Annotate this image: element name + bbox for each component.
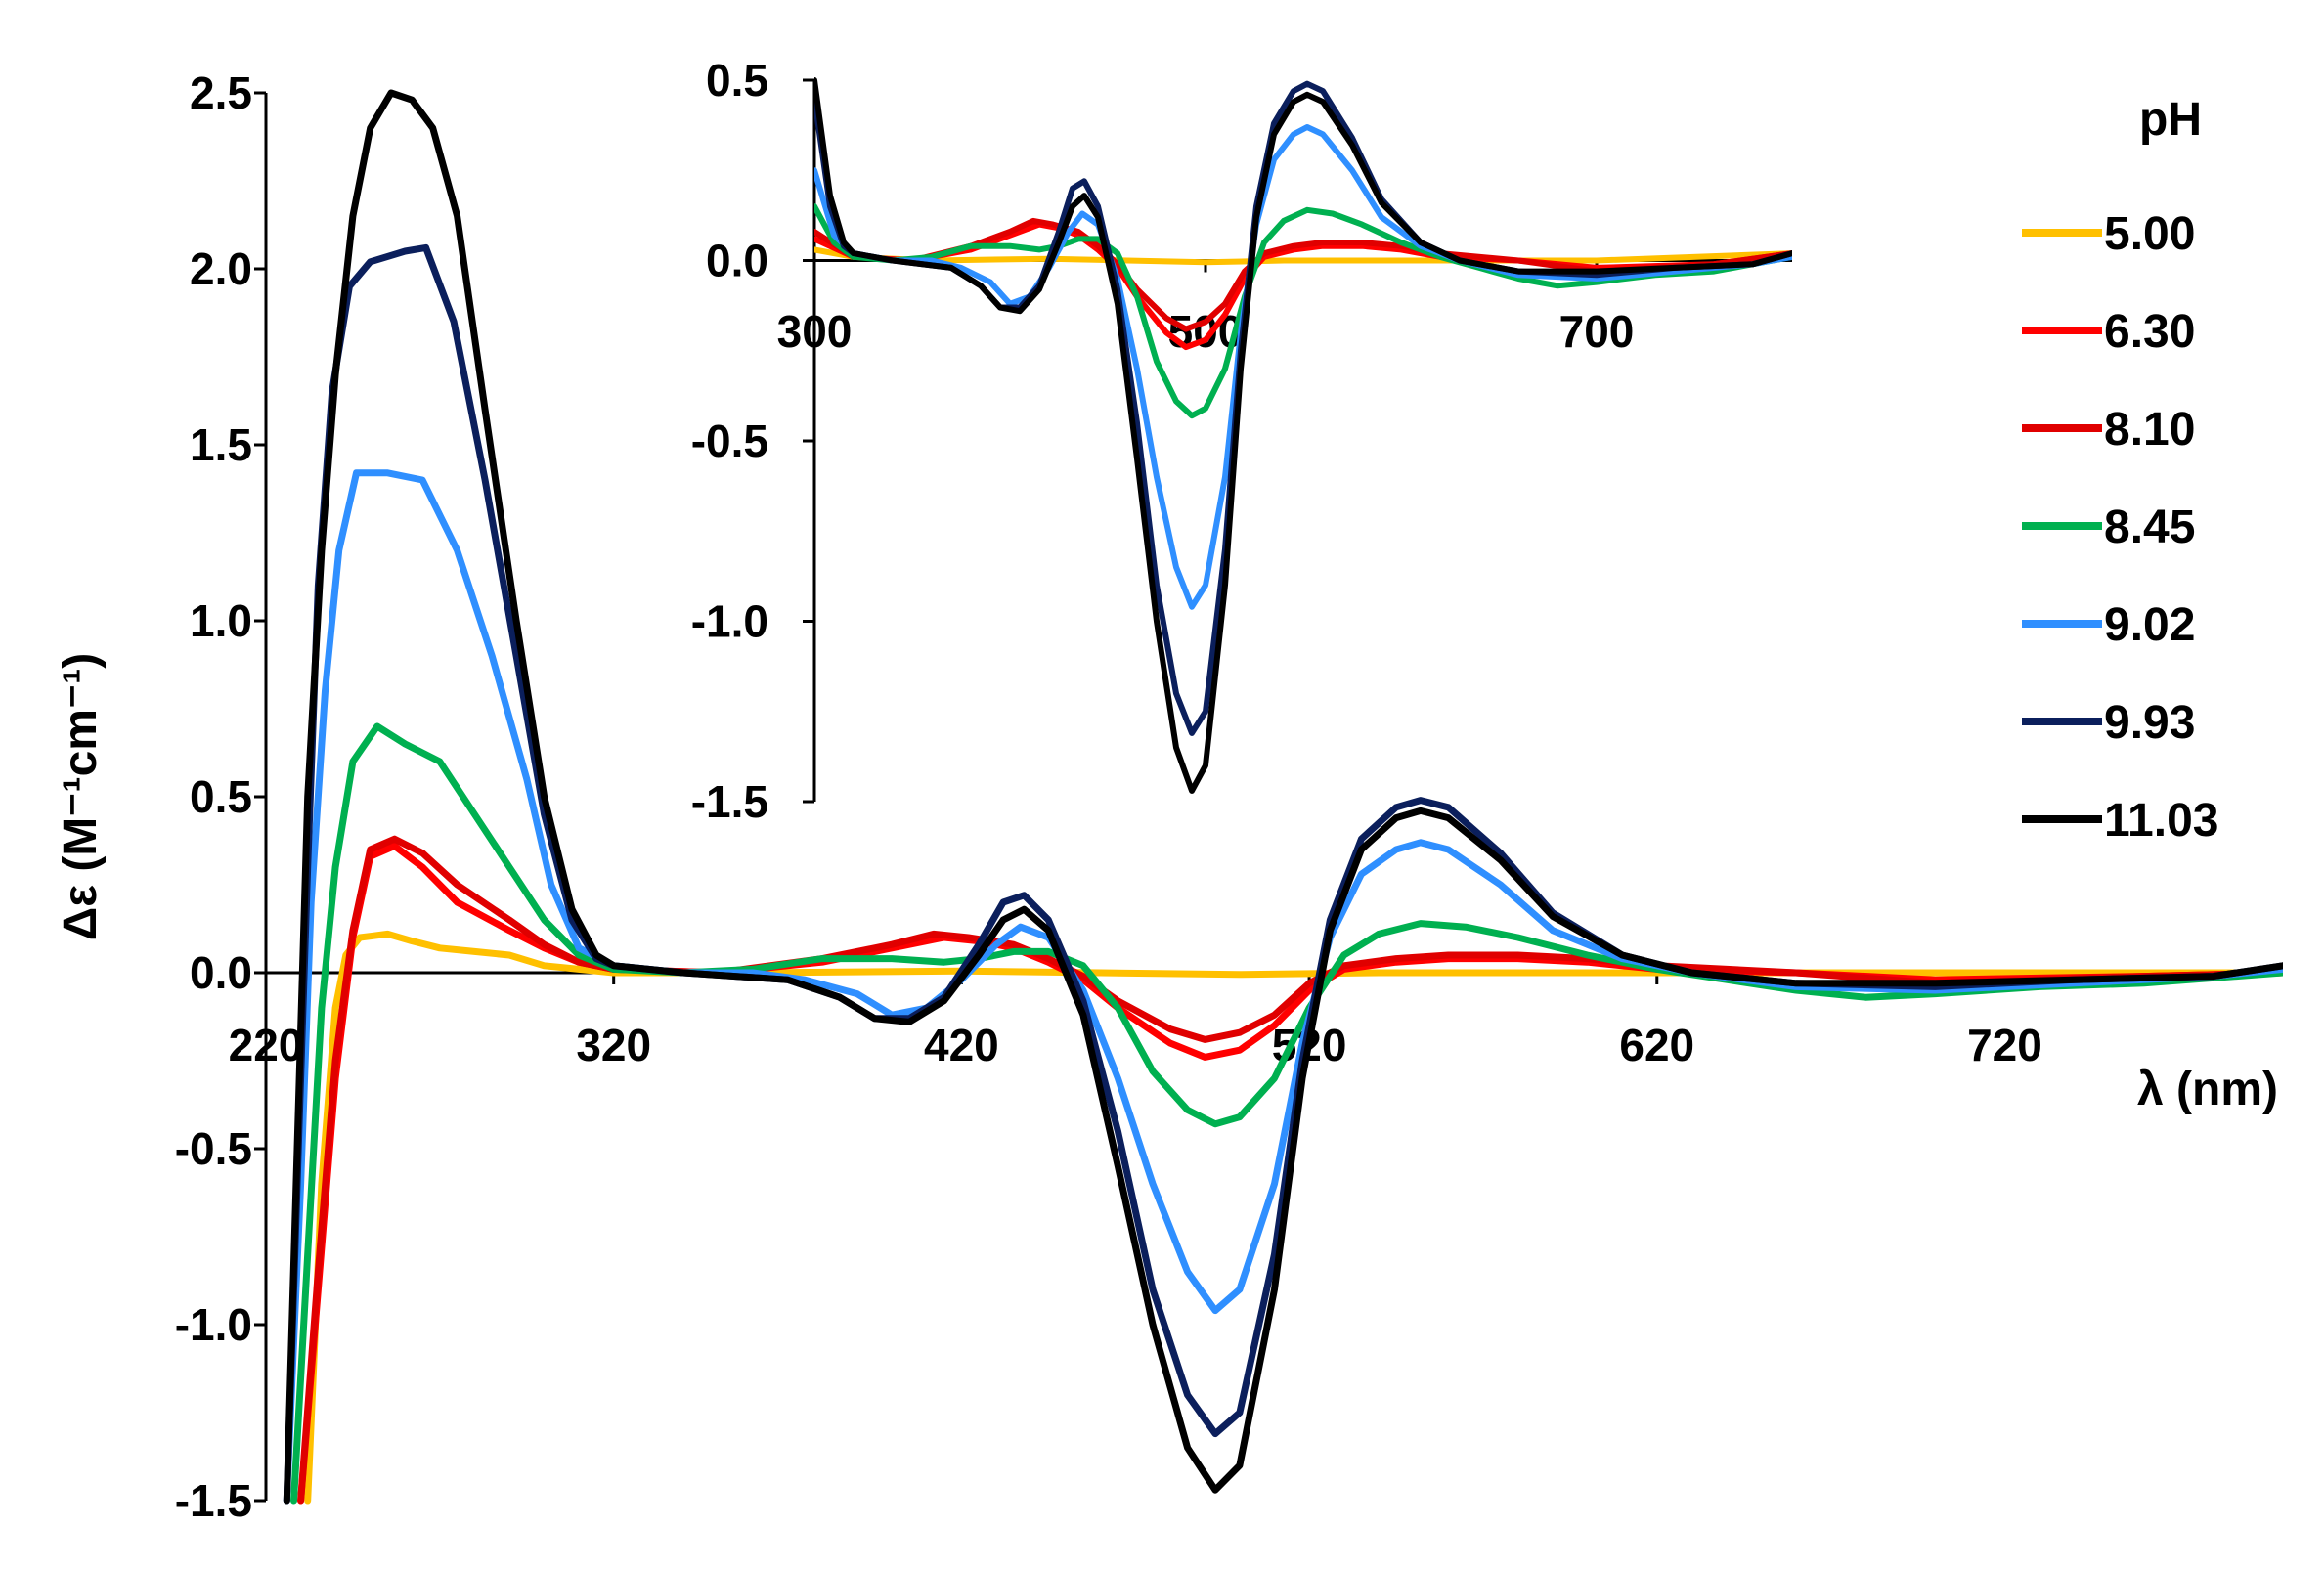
legend-label-9-93: 9.93: [2104, 697, 2195, 749]
legend-label-9-02: 9.02: [2104, 599, 2195, 651]
main-series-group: [283, 89, 2283, 1505]
main-y-tick-label: -1.5: [175, 1475, 252, 1526]
inset-y-tick-label: 0.0: [706, 236, 768, 286]
main-x-tick-label: 420: [924, 1020, 999, 1070]
main-series-line-9-02: [283, 469, 2283, 1505]
inset-y-tick-label: -0.5: [691, 415, 768, 466]
inset-y-tick-label: -1.0: [691, 596, 768, 647]
main-y-tick-label: -0.5: [175, 1123, 252, 1174]
inset-y-tick-label: 0.5: [706, 55, 768, 106]
main-plot: 2.5 2.0 1.5 1.0 0.5 0.0 -0.5 -1.0 -1.5 220 320 420 5…: [55, 67, 2283, 1526]
main-y-tick-label: 2.0: [190, 243, 252, 294]
legend: pH 5.00 6.30 8.10 8.45 9.02 9.93 11.03: [2022, 94, 2218, 847]
inset-series-line-9-02: [814, 124, 1792, 610]
main-y-tick-label: 0.0: [190, 947, 252, 998]
main-y-tick-label: -1.0: [175, 1299, 252, 1350]
main-x-tick-label: 220: [229, 1020, 304, 1070]
main-x-tick-label: 620: [1619, 1020, 1694, 1070]
inset-series-line-8-45: [814, 203, 1792, 419]
main-y-tick-label: 1.0: [190, 595, 252, 646]
inset-x-tick-label: 700: [1559, 306, 1635, 357]
main-y-tick-label: 1.5: [190, 419, 252, 470]
legend-label-8-45: 8.45: [2104, 502, 2195, 553]
inset-series-line-11-03: [814, 77, 1792, 794]
main-x-tick-label: 720: [1967, 1020, 2042, 1070]
inset-x-tick-label: 300: [777, 306, 853, 357]
y-axis-title: Δε (M⁻¹cm⁻¹): [55, 653, 107, 941]
main-series-line-11-03: [283, 89, 2283, 1505]
main-series-line-9-93: [283, 243, 2283, 1505]
main-y-tick-label: 0.5: [190, 771, 252, 822]
inset-series-group: [814, 77, 1792, 794]
main-x-tick-label: 320: [576, 1020, 651, 1070]
legend-title: pH: [2139, 94, 2202, 146]
legend-label-5-00: 5.00: [2104, 208, 2195, 260]
legend-label-11-03: 11.03: [2104, 795, 2218, 847]
inset-series-line-9-93: [814, 80, 1792, 736]
legend-label-6-30: 6.30: [2104, 306, 2195, 358]
x-axis-title: λ (nm): [2137, 1064, 2278, 1115]
inset-y-tick-label: -1.5: [691, 776, 768, 827]
main-series-line-8-45: [290, 722, 2283, 1505]
main-y-tick-label: 2.5: [190, 67, 252, 118]
legend-label-8-10: 8.10: [2104, 404, 2195, 456]
